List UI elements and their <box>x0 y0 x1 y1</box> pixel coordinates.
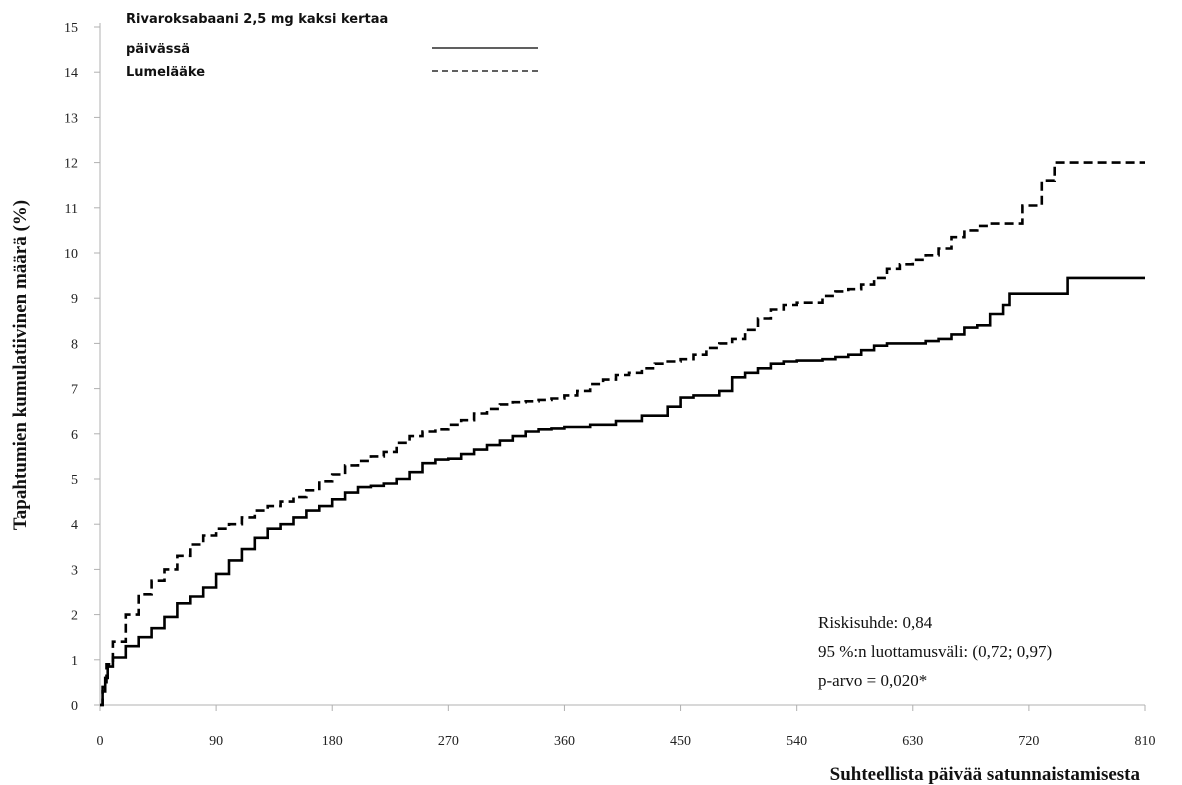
confidence-interval-text: 95 %:n luottamusväli: (0,72; 0,97) <box>818 642 1052 661</box>
y-tick-label: 1 <box>71 654 78 669</box>
y-axis-title: Tapahtumien kumulatiivinen määrä (%) <box>10 200 31 530</box>
x-ticks: 0 90 180 270 360 450 540 630 720 810 <box>97 705 1156 749</box>
y-tick-label: 4 <box>71 518 78 533</box>
series-layer <box>100 161 1145 707</box>
legend: Rivaroksabaani 2,5 mg kaksi kertaa päivä… <box>126 12 538 80</box>
x-tick-label: 0 <box>97 734 104 749</box>
x-tick-label: 810 <box>1135 734 1156 749</box>
y-tick-label: 6 <box>71 428 78 443</box>
x-tick-label: 720 <box>1018 734 1039 749</box>
legend-label-placebo: Lumelääke <box>126 65 205 80</box>
x-tick-label: 540 <box>786 734 807 749</box>
y-tick-label: 13 <box>64 111 78 126</box>
x-tick-label: 270 <box>438 734 459 749</box>
x-tick-label: 90 <box>209 734 223 749</box>
y-tick-label: 15 <box>64 21 78 36</box>
y-tick-label: 8 <box>71 337 78 352</box>
y-tick-label: 5 <box>71 473 78 488</box>
y-tick-label: 7 <box>71 383 78 398</box>
x-tick-label: 630 <box>902 734 923 749</box>
y-tick-label: 11 <box>65 202 78 217</box>
y-tick-label: 2 <box>71 609 78 624</box>
y-tick-label: 3 <box>71 563 78 578</box>
y-tick-label: 10 <box>64 247 78 262</box>
y-tick-label: 14 <box>64 66 78 81</box>
series-line-placebo <box>100 161 1145 707</box>
p-value-text: p-arvo = 0,020* <box>818 671 927 690</box>
y-tick-label: 0 <box>71 699 78 714</box>
stats-annotation: Riskisuhde: 0,84 95 %:n luottamusväli: (… <box>818 613 1052 690</box>
series-line-rivaroxaban <box>100 276 1145 707</box>
hazard-ratio-text: Riskisuhde: 0,84 <box>818 613 933 632</box>
x-tick-label: 360 <box>554 734 575 749</box>
y-tick-label: 9 <box>71 292 78 307</box>
x-tick-label: 180 <box>322 734 343 749</box>
legend-label-rivaroxaban-line1: Rivaroksabaani 2,5 mg kaksi kertaa <box>126 12 388 27</box>
x-tick-label: 450 <box>670 734 691 749</box>
legend-label-rivaroxaban-line2: päivässä <box>126 42 190 57</box>
y-tick-label: 12 <box>64 157 78 172</box>
x-axis-title: Suhteellista päivää satunnaistamisesta <box>830 764 1141 785</box>
